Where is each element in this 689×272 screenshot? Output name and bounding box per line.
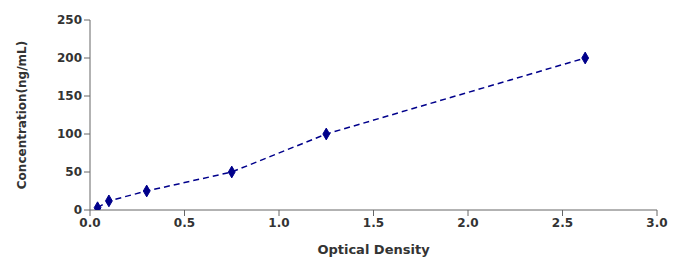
svg-text:Optical Density: Optical Density bbox=[317, 242, 430, 257]
svg-text:100: 100 bbox=[57, 127, 82, 141]
svg-text:250: 250 bbox=[57, 13, 82, 27]
svg-text:1.0: 1.0 bbox=[268, 216, 289, 230]
svg-text:Concentration(ng/mL): Concentration(ng/mL) bbox=[15, 41, 29, 189]
svg-text:50: 50 bbox=[65, 165, 82, 179]
svg-text:0: 0 bbox=[74, 203, 82, 217]
svg-text:3.0: 3.0 bbox=[646, 216, 667, 230]
svg-text:2.5: 2.5 bbox=[552, 216, 573, 230]
svg-text:150: 150 bbox=[57, 89, 82, 103]
svg-text:200: 200 bbox=[57, 51, 82, 65]
svg-text:2.0: 2.0 bbox=[457, 216, 478, 230]
svg-text:0.5: 0.5 bbox=[174, 216, 195, 230]
svg-text:1.5: 1.5 bbox=[363, 216, 384, 230]
svg-text:0.0: 0.0 bbox=[79, 216, 100, 230]
